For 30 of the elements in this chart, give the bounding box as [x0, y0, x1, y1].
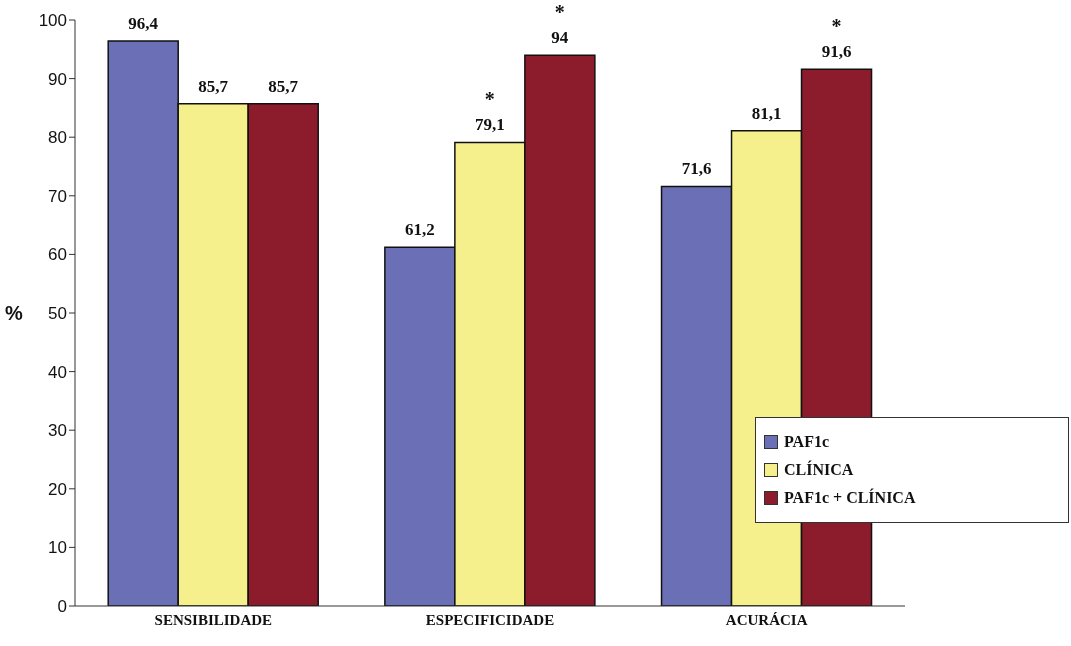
legend-label: PAF1c	[784, 432, 830, 452]
data-label: 96,4	[128, 14, 159, 34]
y-tick-label: 0	[57, 597, 67, 617]
y-tick-label: 10	[48, 538, 67, 558]
y-tick-label: 50	[48, 304, 67, 324]
y-tick-label: 30	[48, 421, 67, 441]
y-tick-label: 40	[48, 362, 67, 382]
y-tick-label: 20	[48, 479, 67, 499]
legend-label: CLÍNICA	[784, 459, 854, 480]
data-label: 81,1	[751, 103, 782, 123]
annotation: *	[831, 15, 842, 38]
y-tick-label: 60	[48, 245, 67, 265]
y-tick-label: 100	[38, 11, 67, 31]
x-tick-label: ACURÁCIA	[725, 611, 808, 628]
y-tick-label: 70	[48, 186, 67, 206]
data-label: 85,7	[268, 76, 299, 96]
x-tick-label: ESPECIFICIDADE	[425, 611, 555, 628]
y-tick-label: 80	[48, 128, 67, 148]
data-label: 91,6	[821, 42, 852, 62]
legend-label: PAF1c + CLÍNICA	[784, 487, 916, 508]
data-label: 85,7	[198, 76, 229, 96]
annotation: *	[554, 1, 565, 24]
x-tick-label: SENSIBILIDADE	[154, 611, 273, 628]
y-tick-label: 90	[48, 69, 67, 89]
data-label: 71,6	[681, 159, 712, 179]
annotation: *	[484, 88, 495, 111]
y-axis-title: %	[5, 302, 23, 325]
data-label: 61,2	[404, 220, 435, 240]
data-label: 94	[551, 28, 569, 48]
data-label: 79,1	[474, 115, 505, 135]
